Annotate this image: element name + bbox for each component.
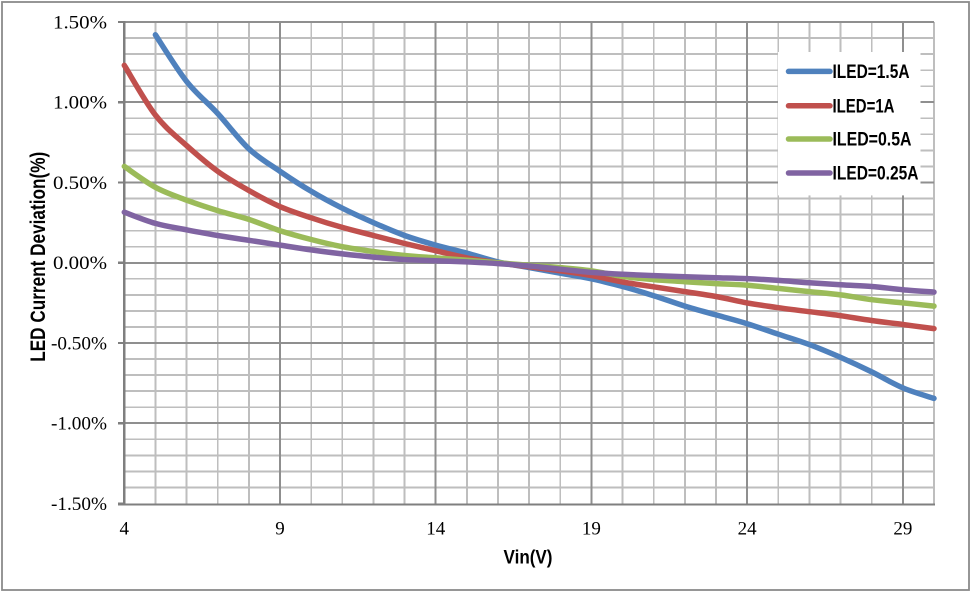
- svg-text:1.50%: 1.50%: [53, 12, 107, 33]
- svg-text:0.00%: 0.00%: [53, 253, 107, 274]
- svg-text:-1.50%: -1.50%: [51, 494, 107, 515]
- svg-text:1.00%: 1.00%: [53, 93, 107, 114]
- svg-text:Vin(V): Vin(V): [504, 548, 553, 569]
- svg-text:-0.50%: -0.50%: [51, 333, 107, 354]
- svg-text:ILED=1.5A: ILED=1.5A: [833, 62, 910, 83]
- svg-text:14: 14: [426, 519, 446, 540]
- svg-text:19: 19: [582, 519, 601, 540]
- svg-text:4: 4: [120, 519, 130, 540]
- svg-text:ILED=0.25A: ILED=0.25A: [833, 164, 919, 185]
- svg-text:ILED=0.5A: ILED=0.5A: [833, 130, 912, 151]
- svg-text:24: 24: [738, 519, 758, 540]
- svg-text:ILED=1A: ILED=1A: [833, 96, 895, 117]
- svg-text:29: 29: [893, 519, 912, 540]
- svg-text:9: 9: [275, 519, 285, 540]
- svg-text:-1.00%: -1.00%: [51, 414, 107, 435]
- svg-text:LED Current Deviation(%): LED Current Deviation(%): [26, 152, 50, 362]
- svg-text:0.50%: 0.50%: [53, 173, 107, 194]
